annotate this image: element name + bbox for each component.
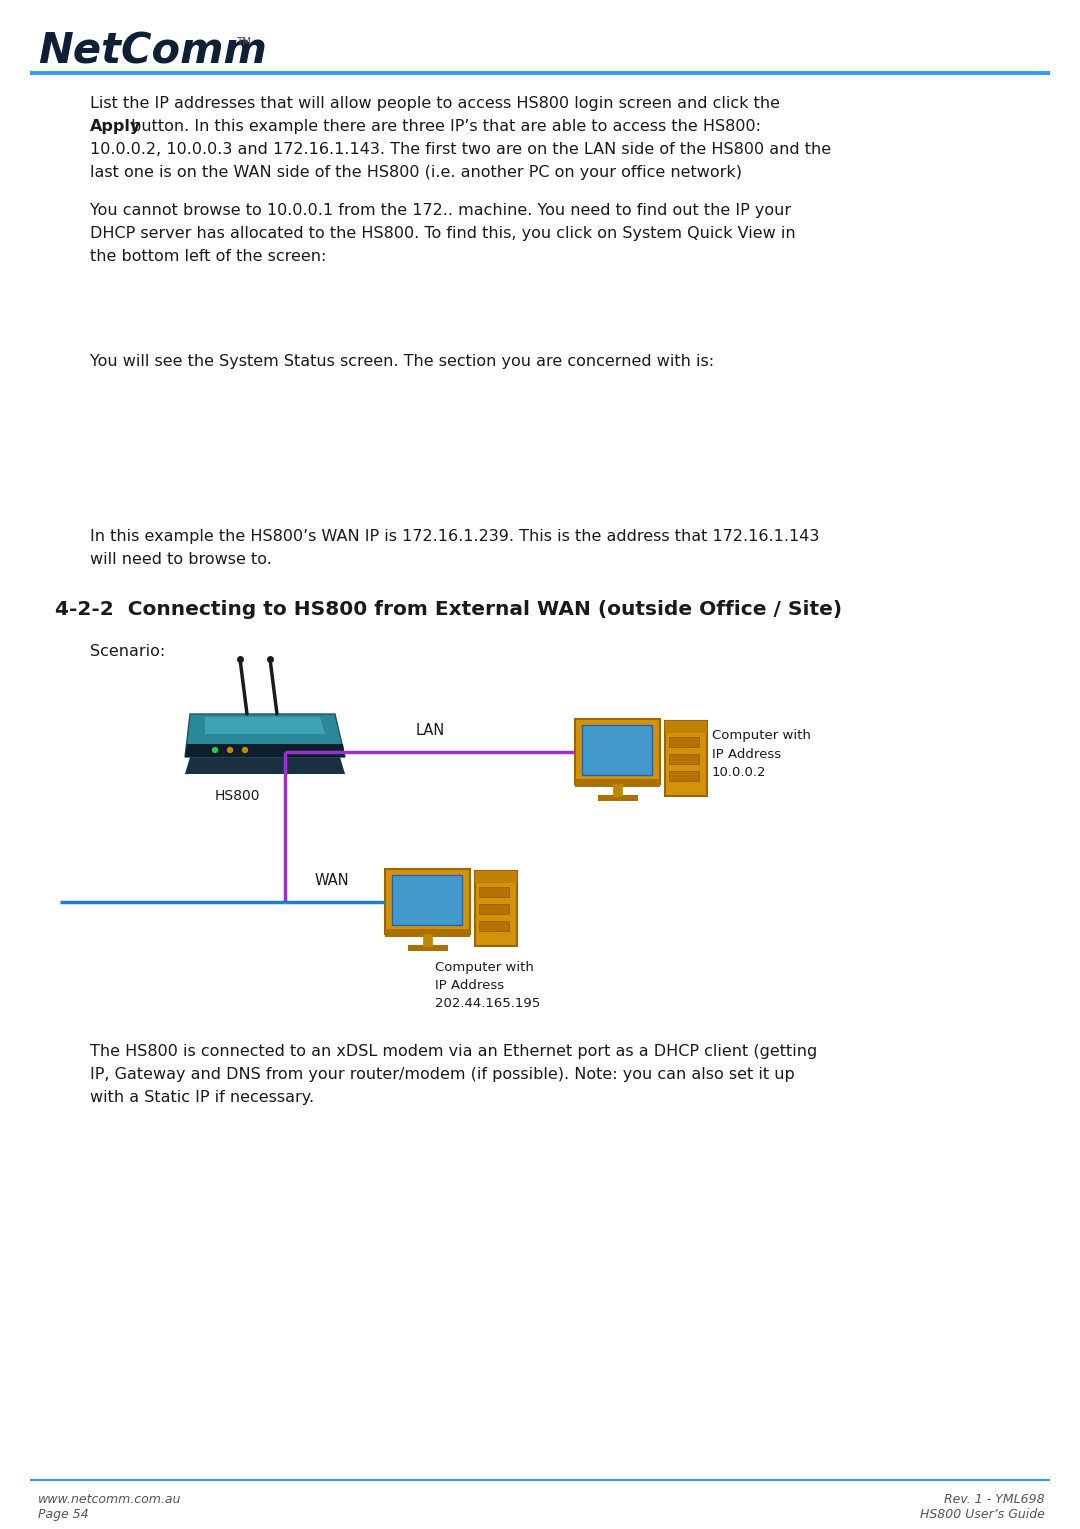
Text: Computer with
IP Address
10.0.0.2: Computer with IP Address 10.0.0.2 (712, 729, 811, 778)
Text: button. In this example there are three IP’s that are able to access the HS800:: button. In this example there are three … (126, 119, 761, 135)
Polygon shape (185, 745, 345, 757)
FancyBboxPatch shape (408, 945, 448, 951)
Text: You will see the System Status screen. The section you are concerned with is:: You will see the System Status screen. T… (90, 355, 714, 368)
Text: HS800 User’s Guide: HS800 User’s Guide (920, 1508, 1045, 1521)
FancyBboxPatch shape (480, 904, 509, 914)
Text: 4-2-2  Connecting to HS800 from External WAN (outside Office / Site): 4-2-2 Connecting to HS800 from External … (55, 599, 842, 619)
FancyBboxPatch shape (480, 887, 509, 898)
FancyBboxPatch shape (575, 719, 660, 784)
Text: last one is on the WAN side of the HS800 (i.e. another PC on your office network: last one is on the WAN side of the HS800… (90, 165, 742, 180)
Text: List the IP addresses that will allow people to access HS800 login screen and cl: List the IP addresses that will allow pe… (90, 96, 780, 112)
FancyBboxPatch shape (475, 872, 517, 946)
Text: In this example the HS800’s WAN IP is 172.16.1.239. This is the address that 172: In this example the HS800’s WAN IP is 17… (90, 529, 820, 544)
Text: www.netcomm.com.au: www.netcomm.com.au (38, 1492, 181, 1506)
Circle shape (243, 748, 247, 752)
Text: IP, Gateway and DNS from your router/modem (if possible). Note: you can also set: IP, Gateway and DNS from your router/mod… (90, 1067, 795, 1083)
FancyBboxPatch shape (575, 778, 660, 787)
FancyBboxPatch shape (475, 872, 517, 884)
Text: Apply: Apply (90, 119, 141, 135)
FancyBboxPatch shape (582, 725, 652, 775)
Text: the bottom left of the screen:: the bottom left of the screen: (90, 249, 326, 265)
FancyBboxPatch shape (669, 754, 699, 764)
FancyBboxPatch shape (669, 737, 699, 748)
Text: Rev. 1 - YML698: Rev. 1 - YML698 (944, 1492, 1045, 1506)
Text: DHCP server has allocated to the HS800. To find this, you click on System Quick : DHCP server has allocated to the HS800. … (90, 226, 796, 242)
Text: You cannot browse to 10.0.0.1 from the 172.. machine. You need to find out the I: You cannot browse to 10.0.0.1 from the 1… (90, 203, 792, 219)
FancyBboxPatch shape (384, 930, 470, 937)
FancyBboxPatch shape (480, 920, 509, 931)
Text: WAN: WAN (315, 873, 350, 888)
Text: 10.0.0.2, 10.0.0.3 and 172.16.1.143. The first two are on the LAN side of the HS: 10.0.0.2, 10.0.0.3 and 172.16.1.143. The… (90, 142, 832, 157)
Circle shape (213, 748, 217, 752)
Text: Computer with
IP Address
202.44.165.195: Computer with IP Address 202.44.165.195 (435, 962, 540, 1011)
FancyBboxPatch shape (669, 771, 699, 781)
Text: The HS800 is connected to an xDSL modem via an Ethernet port as a DHCP client (g: The HS800 is connected to an xDSL modem … (90, 1044, 818, 1060)
Polygon shape (185, 714, 345, 757)
Text: HS800: HS800 (215, 789, 260, 803)
Circle shape (228, 748, 232, 752)
FancyBboxPatch shape (384, 868, 470, 934)
FancyBboxPatch shape (598, 795, 638, 801)
Text: Page 54: Page 54 (38, 1508, 89, 1521)
Text: NetComm: NetComm (38, 31, 267, 73)
Text: LAN: LAN (416, 723, 445, 739)
Text: TM: TM (237, 37, 252, 47)
FancyBboxPatch shape (665, 722, 707, 797)
FancyBboxPatch shape (392, 875, 462, 925)
FancyBboxPatch shape (665, 722, 707, 732)
Text: will need to browse to.: will need to browse to. (90, 552, 272, 567)
Polygon shape (185, 757, 345, 774)
Text: with a Static IP if necessary.: with a Static IP if necessary. (90, 1090, 314, 1105)
Polygon shape (205, 717, 325, 734)
Text: Scenario:: Scenario: (90, 644, 165, 659)
